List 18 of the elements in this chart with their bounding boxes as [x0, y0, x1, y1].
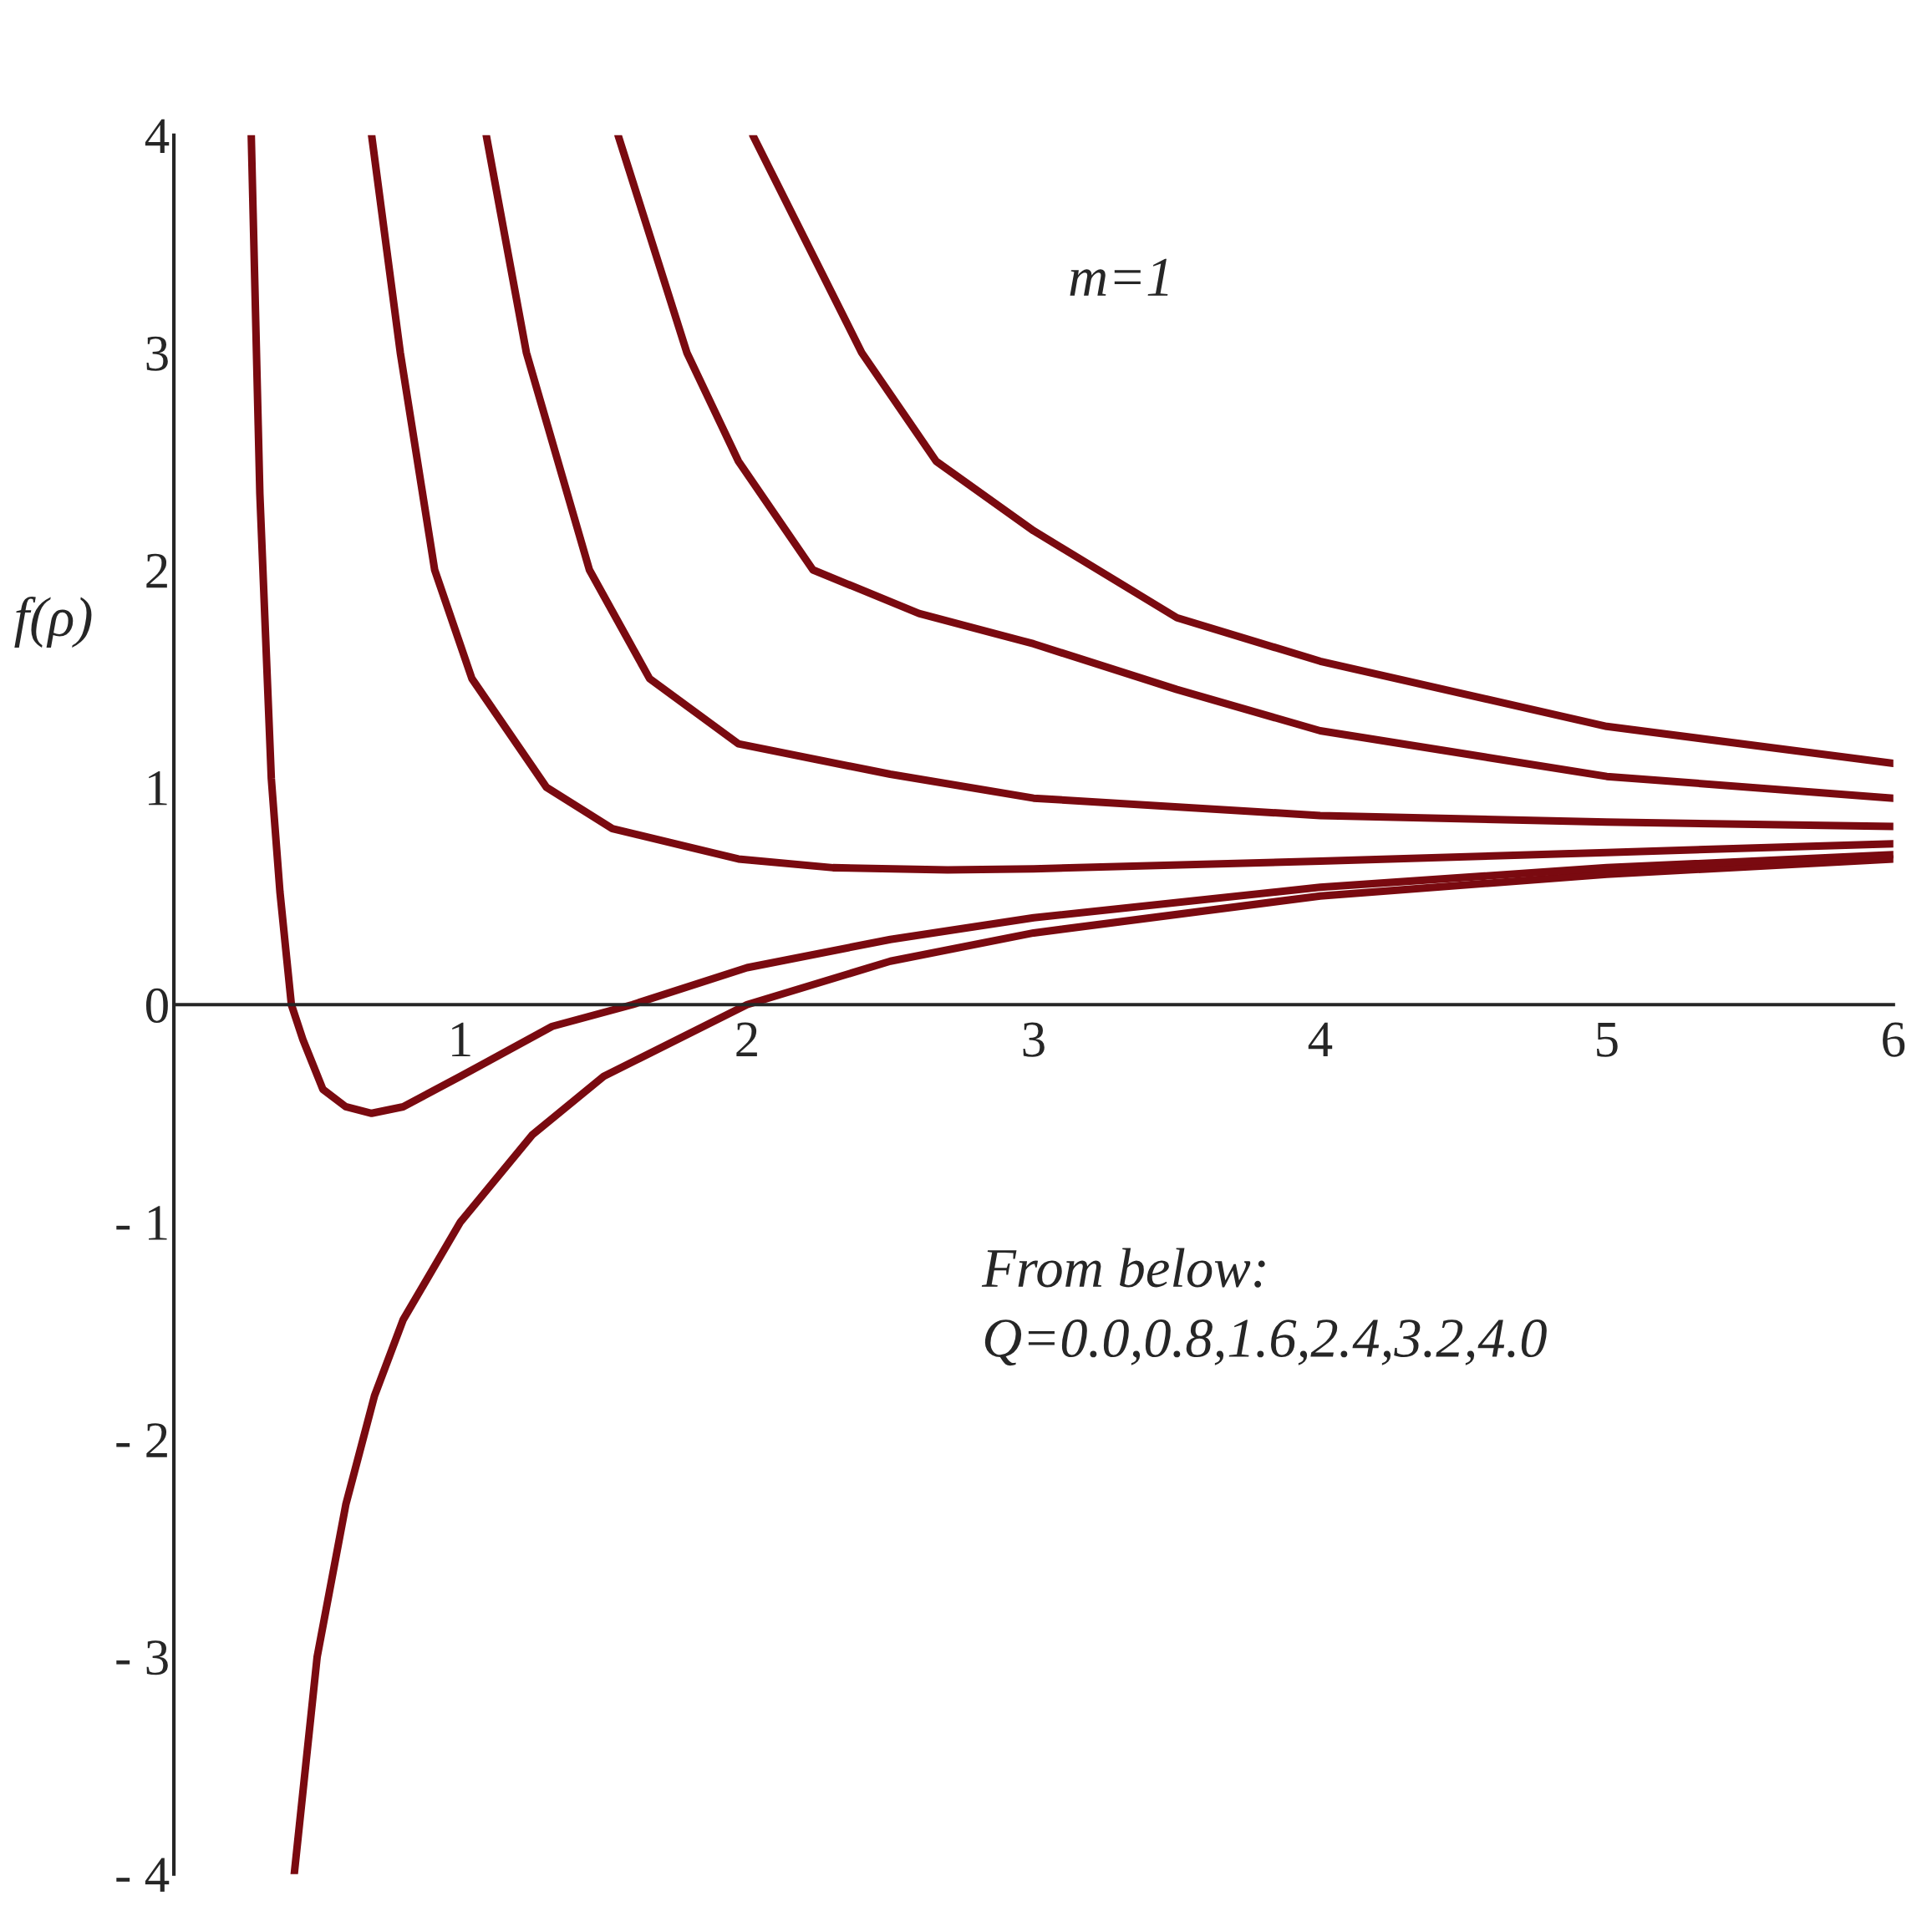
x-tick-label: 1 — [452, 1022, 470, 1057]
x-tick-label: 5 — [1597, 1023, 1618, 1057]
y-tick-label: 3 — [146, 336, 168, 371]
x-tick-label: 4 — [1308, 1022, 1333, 1057]
annotation: m=1 — [1070, 258, 1168, 296]
annotation: From below: Q=0.0,0.8,1.6,2.4,3.2,4.0 — [981, 1248, 1547, 1366]
y-tick-label: - 3 — [116, 1640, 168, 1675]
y-tick-label: - 2 — [116, 1423, 167, 1457]
y-tick-label: 2 — [146, 553, 167, 588]
y-tick-label: - 1 — [116, 1206, 167, 1240]
y-tick-label: 1 — [149, 771, 167, 806]
y-tick-label: 0 — [145, 988, 168, 1024]
x-tick-label: 6 — [1883, 1022, 1905, 1057]
x-tick-label: 3 — [1023, 1022, 1045, 1057]
y-tick-label: 4 — [145, 119, 170, 154]
y-axis-title: f(ρ) — [14, 596, 92, 648]
y-tick-label: - 4 — [116, 1858, 170, 1892]
x-tick-label: 2 — [736, 1022, 757, 1057]
